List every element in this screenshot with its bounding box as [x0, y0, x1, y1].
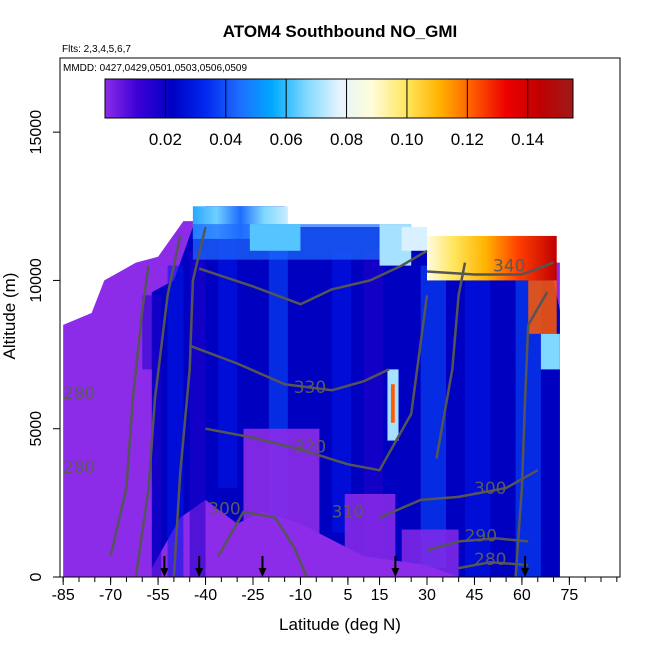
theta-contour-label: 300 — [208, 500, 240, 520]
theta-contour-label: 320 — [294, 437, 326, 457]
theta-contours: 280 280 300 310 320 330 340 300 290 280 — [63, 226, 555, 577]
y-tick-label: 5000 — [28, 411, 45, 447]
y-tick-label: 0 — [28, 572, 45, 581]
theta-contour-line — [134, 235, 182, 577]
chart-title: ATOM4 Southbound NO_GMI — [223, 22, 458, 41]
colorbar-tick-label: 0.10 — [390, 130, 423, 149]
column-streak — [167, 265, 184, 577]
x-tick-label: -85 — [52, 587, 75, 604]
colorbar-tick-label: 0.14 — [511, 130, 544, 149]
theta-contour-line — [189, 344, 390, 392]
theta-contour-label: 290 — [465, 526, 497, 546]
theta-contour-line — [217, 510, 308, 577]
theta-contour-line — [172, 226, 207, 577]
theta-contour-line — [205, 295, 429, 472]
low-value-patch — [401, 529, 459, 577]
x-tick-label: -10 — [289, 587, 312, 604]
theta-contour-line — [514, 291, 549, 577]
x-tick-label: -40 — [194, 587, 217, 604]
theta-contour-line — [198, 249, 428, 306]
colorbar-tick-label: 0.12 — [451, 130, 484, 149]
y-tick-label: 10000 — [28, 258, 45, 303]
plume-core — [390, 384, 395, 423]
low-value-patch — [243, 428, 320, 577]
flight-markers — [160, 556, 530, 577]
theta-contour-label: 330 — [294, 378, 326, 398]
x-tick-label: 45 — [466, 587, 484, 604]
column-streak — [332, 250, 352, 533]
flight-marker-arrowhead — [160, 568, 169, 577]
low-value-patch — [66, 369, 152, 577]
x-tick-label: 5 — [343, 587, 352, 604]
column-streak — [464, 256, 491, 577]
upper-layer-light — [401, 227, 428, 251]
colorbar-gradient — [104, 78, 574, 119]
theta-contour-line — [426, 537, 529, 552]
dates-subtitle: MMDD: 0427,0429,0501,0503,0506,0509 — [63, 63, 247, 74]
colorbar: 0.02 0.04 0.06 0.08 0.10 0.12 0.14 — [104, 78, 574, 149]
colorbar-tick-label: 0.06 — [270, 130, 303, 149]
low-value-patch — [344, 493, 396, 577]
x-tick-label: 15 — [371, 587, 389, 604]
x-tick-label: 60 — [513, 587, 531, 604]
column-streak — [218, 235, 238, 489]
theta-contour-line — [426, 261, 555, 276]
y-tick-label: 15000 — [28, 110, 45, 155]
theta-contour-line — [379, 469, 539, 519]
x-tick-label: -55 — [147, 587, 170, 604]
theta-contour-label: 280 — [474, 550, 506, 570]
plot-frame — [59, 57, 621, 578]
flight-marker-arrowhead — [195, 568, 204, 577]
theta-contour-line — [435, 262, 467, 459]
column-streak — [189, 250, 206, 577]
x-tick-label: 75 — [560, 587, 578, 604]
flights-subtitle: Flts: 2,3,4,5,6,7 — [62, 44, 131, 55]
colorbar-tick-label: 0.08 — [330, 130, 363, 149]
flight-marker-arrowhead — [258, 568, 267, 577]
x-axis: -85 -70 -55 -40 -25 -10 5 15 30 45 60 75 — [52, 577, 618, 604]
x-tick-label: -70 — [99, 587, 122, 604]
colorbar-tick-label: 0.02 — [149, 130, 182, 149]
theta-contour-label: 310 — [332, 503, 364, 523]
flight-marker-arrowhead — [521, 568, 530, 577]
x-axis-title: Latitude (deg N) — [279, 615, 401, 634]
upper-layer-light — [249, 224, 301, 251]
theta-contour-label: 300 — [474, 479, 506, 499]
upper-layer-band — [192, 224, 412, 260]
x-tick-label: 30 — [418, 587, 436, 604]
no-maximum-tail — [528, 280, 557, 334]
theta-contour-line — [109, 265, 150, 557]
theta-contour-label: 340 — [493, 257, 525, 277]
theta-contour-label: 280 — [63, 384, 95, 404]
light-patch — [540, 333, 560, 370]
y-axis-title: Altitude (m) — [0, 273, 19, 360]
flight-marker-arrowhead — [391, 568, 400, 577]
y-axis: 0 5000 10000 15000 — [28, 110, 60, 581]
column-streak — [363, 250, 383, 554]
x-tick-label: -25 — [241, 587, 264, 604]
colorbar-tick-label: 0.04 — [209, 130, 242, 149]
theta-contour-label: 280 — [63, 458, 95, 478]
